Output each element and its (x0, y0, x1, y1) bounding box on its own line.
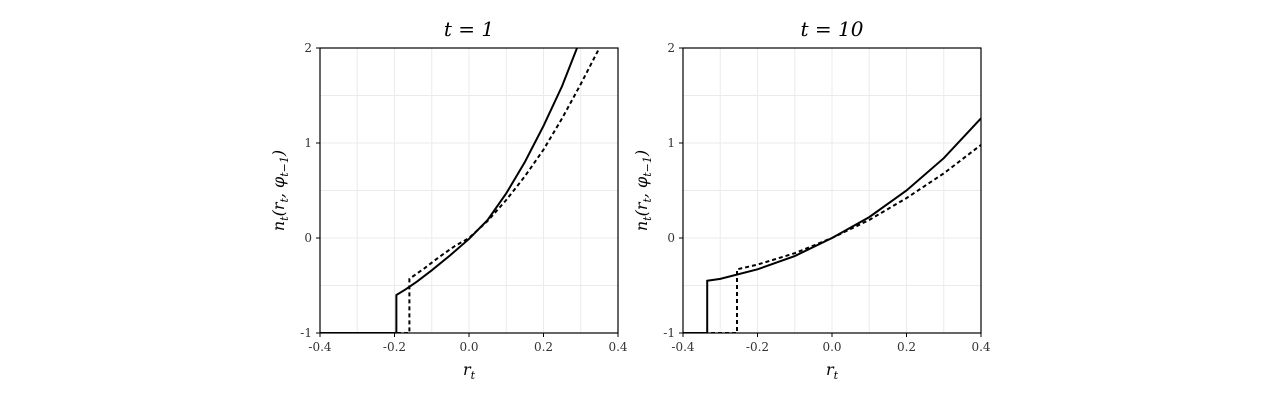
y-tick-label: -1 (300, 326, 312, 340)
y-tick-label: 2 (667, 41, 675, 55)
panel-t1: -0.4 -0.2 0.0 0.2 0.4 -1 0 1 2 t = 1 rt nt(rt, φt−1… (269, 17, 628, 382)
x-tick-label: -0.2 (746, 340, 769, 354)
y-tick-label: 2 (304, 41, 312, 55)
x-tick-label: 0.0 (822, 340, 841, 354)
y-tick-label: 1 (667, 136, 675, 150)
x-axis-label: rt (463, 360, 476, 382)
panel-t10: -0.4 -0.2 0.0 0.2 0.4 -1 0 1 2 t = 10 rt nt(rt, φt−… (632, 17, 991, 382)
x-tick-label: 0.2 (897, 340, 916, 354)
x-tick-label: 0.0 (459, 340, 478, 354)
y-axis-label: nt(rt, φt−1) (632, 150, 654, 231)
y-axis-label: nt(rt, φt−1) (269, 150, 291, 231)
x-tick-label: -0.4 (308, 340, 332, 354)
y-tick-label: 0 (304, 231, 312, 245)
x-tick-label: -0.4 (671, 340, 695, 354)
x-tick-label: -0.2 (383, 340, 406, 354)
x-axis-label: rt (826, 360, 839, 382)
series-solid-line (683, 117, 981, 333)
y-tick-label: 1 (304, 136, 312, 150)
panel-title: t = 10 (801, 17, 864, 41)
series-dashed-line (683, 144, 981, 333)
y-tick-label: 0 (667, 231, 675, 245)
x-tick-label: 0.2 (534, 340, 553, 354)
panel-title: t = 1 (444, 17, 494, 41)
x-tick-label: 0.4 (608, 340, 627, 354)
x-tick-label: 0.4 (971, 340, 990, 354)
y-tick-label: -1 (663, 326, 675, 340)
series-solid-line (320, 48, 578, 333)
